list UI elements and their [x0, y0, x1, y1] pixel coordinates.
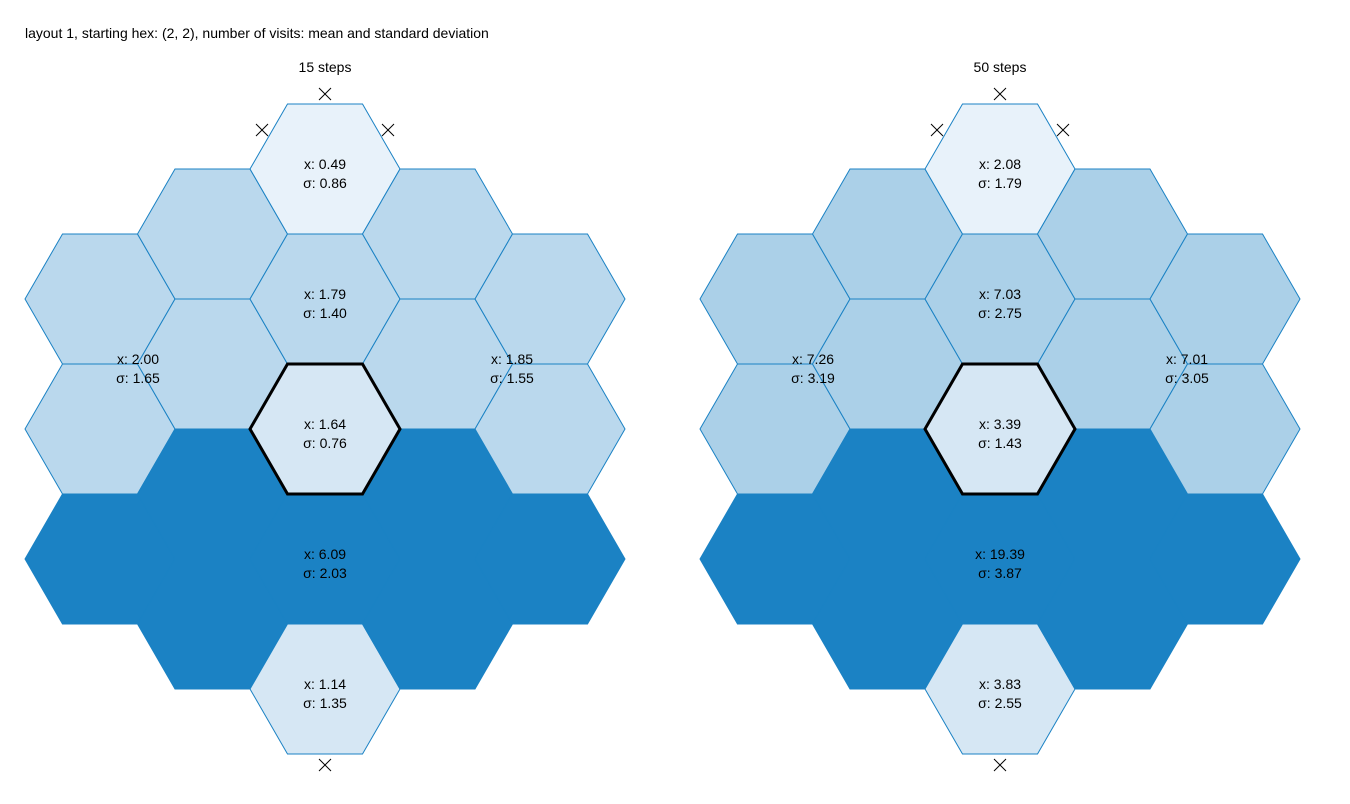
- region-mean-start: x: 1.64: [304, 416, 346, 432]
- region-sd-upper_center: σ: 1.40: [303, 305, 347, 321]
- region-mean-right: x: 7.01: [1166, 351, 1208, 367]
- region-sd-upper_center: σ: 2.75: [978, 305, 1022, 321]
- panel-title: 15 steps: [299, 59, 352, 75]
- x-mark-icon: [381, 123, 395, 137]
- start-hex-outline: [923, 362, 1077, 496]
- page-title: layout 1, starting hex: (2, 2), number o…: [25, 25, 489, 41]
- region-mean-top: x: 0.49: [304, 156, 346, 172]
- region-mean-upper_center: x: 1.79: [304, 286, 346, 302]
- x-mark-icon: [1056, 123, 1070, 137]
- x-mark-icon: [255, 123, 269, 137]
- x-mark-icon: [993, 758, 1007, 772]
- hex-panel-1: 15 steps x: 0.49 σ: 0.86 x: 1.79 σ: 1.40 x: 2…: [24, 59, 626, 772]
- region-mean-band: x: 6.09: [304, 546, 346, 562]
- region-sd-left: σ: 3.19: [791, 370, 835, 386]
- x-mark-icon: [930, 123, 944, 137]
- region-mean-top: x: 2.08: [979, 156, 1021, 172]
- region-sd-start: σ: 1.43: [978, 435, 1022, 451]
- region-sd-left: σ: 1.65: [116, 370, 160, 386]
- region-sd-band: σ: 3.87: [978, 565, 1022, 581]
- region-sd-bottom: σ: 2.55: [978, 695, 1022, 711]
- region-mean-bottom: x: 1.14: [304, 676, 346, 692]
- start-hex-outline: [248, 362, 402, 496]
- hex-cell-band: [474, 493, 626, 625]
- region-sd-start: σ: 0.76: [303, 435, 347, 451]
- region-sd-top: σ: 0.86: [303, 175, 347, 191]
- region-mean-left: x: 7.26: [792, 351, 834, 367]
- x-mark-icon: [318, 87, 332, 101]
- region-sd-band: σ: 2.03: [303, 565, 347, 581]
- region-mean-start: x: 3.39: [979, 416, 1021, 432]
- region-sd-top: σ: 1.79: [978, 175, 1022, 191]
- region-mean-right: x: 1.85: [491, 351, 533, 367]
- region-mean-left: x: 2.00: [117, 351, 159, 367]
- hex-cell-band: [1149, 493, 1301, 625]
- region-sd-bottom: σ: 1.35: [303, 695, 347, 711]
- panel-title: 50 steps: [974, 59, 1027, 75]
- region-mean-band: x: 19.39: [975, 546, 1025, 562]
- hex-panel-2: 50 steps x: 2.08 σ: 1.79 x: 7.03 σ: 2.75 x: 7…: [699, 59, 1301, 772]
- region-sd-right: σ: 1.55: [490, 370, 534, 386]
- x-mark-icon: [318, 758, 332, 772]
- region-mean-bottom: x: 3.83: [979, 676, 1021, 692]
- region-mean-upper_center: x: 7.03: [979, 286, 1021, 302]
- region-sd-right: σ: 3.05: [1165, 370, 1209, 386]
- x-mark-icon: [993, 87, 1007, 101]
